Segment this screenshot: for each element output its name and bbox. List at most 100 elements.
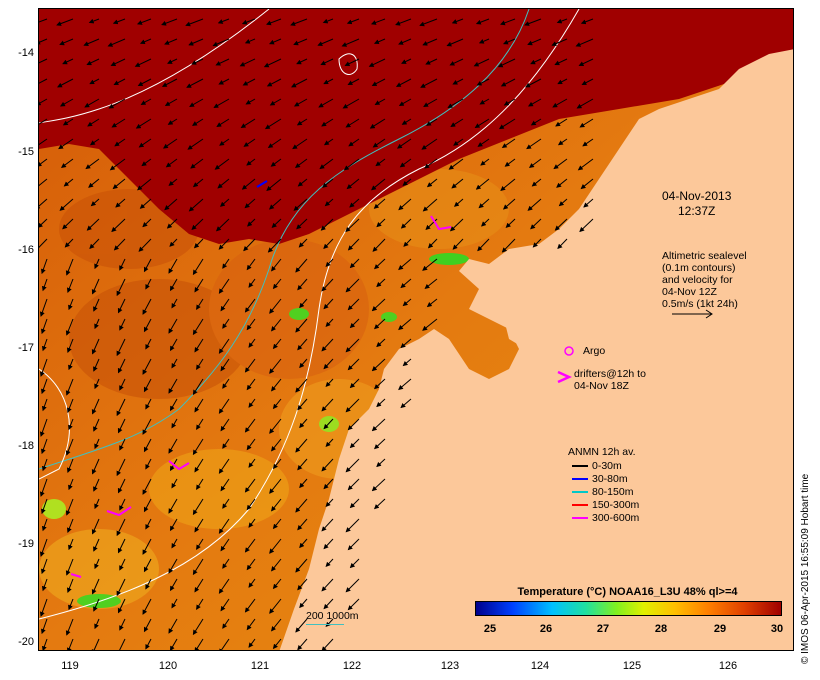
colorbar-tick: 30 [770,623,784,635]
velocity-arrow [169,638,178,650]
velocity-arrow [91,518,100,535]
velocity-arrow [295,558,308,573]
velocity-arrow [246,318,256,331]
velocity-arrow [373,378,386,390]
colorbar-tick: 28 [654,623,668,635]
velocity-arrow [266,18,282,26]
velocity-arrow [114,138,126,147]
velocity-arrow [475,18,490,25]
velocity-arrow [39,298,48,317]
velocity-arrow [139,198,152,209]
velocity-arrow [219,138,230,146]
velocity-arrow [185,18,204,27]
velocity-arrow [113,78,126,86]
velocity-arrow [220,478,230,492]
velocity-arrow [137,78,152,86]
velocity-arrow [446,38,464,47]
velocity-arrow [323,478,334,490]
arrow-left-icon [572,517,588,520]
velocity-arrow [269,358,282,374]
velocity-arrow [94,618,100,630]
velocity-arrow [325,438,334,448]
velocity-arrow [138,238,152,252]
velocity-arrow [91,578,100,595]
velocity-arrow [161,78,178,87]
velocity-arrow [372,138,386,148]
velocity-arrow [65,378,74,396]
velocity-arrow [218,398,230,414]
velocity-arrow [376,458,386,468]
velocity-arrow [371,478,386,492]
velocity-arrow [477,238,490,252]
velocity-arrow [113,238,126,251]
velocity-arrow [368,58,386,67]
velocity-arrow [68,538,74,551]
velocity-arrow [269,98,282,106]
velocity-arrow [137,178,152,191]
map-date: 04-Nov-2013 [662,189,732,203]
velocity-arrow [345,278,360,293]
velocity-arrow [192,178,204,188]
velocity-arrow [218,238,230,250]
velocity-arrow [169,338,178,352]
velocity-arrow [93,538,100,552]
velocity-arrow [190,158,204,169]
velocity-arrow [297,278,308,291]
velocity-arrow [399,158,412,168]
velocity-arrow [68,358,74,371]
contour-legend-line [306,624,344,625]
x-tick-label: 119 [61,660,79,672]
velocity-arrow [116,458,126,477]
velocity-arrow [216,118,230,127]
velocity-arrow [248,398,256,408]
arrow-left-icon [572,504,588,507]
y-tick-label: -19 [18,538,34,550]
velocity-arrow [324,198,334,207]
velocity-arrow [325,318,334,328]
velocity-arrow [318,98,334,108]
velocity-arrow [65,318,74,336]
velocity-arrow [40,378,48,395]
credit-text: © IMOS 06-Apr-2015 16:55:09 Hobart time [800,473,811,664]
velocity-arrow [83,38,100,46]
velocity-arrow [169,278,178,292]
velocity-arrow [171,418,178,429]
velocity-arrow [395,18,412,26]
velocity-arrow [196,538,204,550]
velocity-arrow [220,358,230,372]
velocity-arrow [91,638,100,650]
velocity-arrow [218,338,230,354]
velocity-arrow [272,458,282,470]
velocity-arrow [220,298,230,312]
velocity-arrow [222,618,230,629]
velocity-arrow [498,118,516,130]
velocity-arrow [402,298,412,307]
velocity-arrow [267,138,282,149]
velocity-arrow [222,378,230,389]
velocity-arrow [192,618,204,636]
drifter-markers [70,215,452,578]
velocity-arrow [373,438,386,450]
velocity-arrow [298,238,308,248]
velocity-arrow [347,78,360,86]
velocity-arrow [371,358,386,372]
velocity-arrow [115,198,126,208]
velocity-arrow [297,458,308,471]
velocity-arrow [244,298,256,313]
velocity-arrow [376,278,386,288]
velocity-arrow [193,238,204,249]
velocity-arrow [557,78,568,85]
velocity-arrow [116,338,126,357]
velocity-arrow [119,258,126,271]
velocity-arrow [400,338,412,349]
velocity-arrow [192,318,204,336]
velocity-arrow [246,618,256,631]
velocity-arrow [425,218,438,231]
velocity-arrow [451,18,464,24]
velocity-arrow [244,598,256,613]
velocity-arrow [40,438,48,455]
velocity-arrow [321,398,334,412]
velocity-arrow [401,58,412,64]
sst-map [39,9,793,650]
velocity-arrow [142,598,152,615]
